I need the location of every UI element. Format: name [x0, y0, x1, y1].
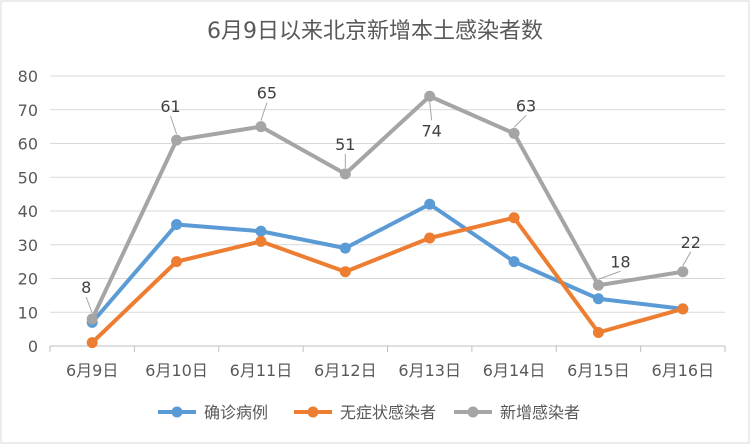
y-tick-label: 40 [18, 202, 38, 221]
data-point [255, 121, 267, 133]
x-tick-label: 6月13日 [398, 361, 461, 380]
data-point [86, 313, 98, 325]
x-axis-ticks: 6月9日 6月10日 6月11日 6月12日 6月13日 6月14日 6月15日 6月16日 [49, 346, 726, 380]
data-label: 18 [610, 252, 630, 271]
data-point [508, 256, 520, 268]
data-point [255, 235, 267, 247]
legend-swatch-marker [467, 406, 479, 418]
label-leader-line [682, 251, 692, 266]
legend: 确诊病例 无症状感染者 新增感染者 [158, 403, 580, 422]
series-3 [86, 90, 689, 325]
data-point [424, 232, 436, 244]
x-tick-label: 6月15日 [567, 361, 630, 380]
y-tick-label: 20 [18, 270, 38, 289]
data-label: 8 [81, 278, 91, 297]
legend-label: 确诊病例 [204, 403, 268, 422]
y-tick-label: 80 [18, 67, 38, 86]
data-point [339, 242, 351, 254]
data-point [424, 198, 436, 210]
y-tick-label: 0 [28, 337, 38, 356]
legend-swatch-marker [171, 406, 183, 418]
data-point [592, 279, 604, 291]
label-leader-line [170, 115, 178, 135]
data-label: 61 [160, 97, 180, 116]
x-tick-label: 6月16日 [652, 361, 715, 380]
data-point [171, 219, 183, 230]
series-layer [86, 90, 689, 349]
y-tick-label: 50 [18, 168, 38, 187]
y-tick-label: 10 [18, 303, 38, 322]
data-label: 22 [681, 233, 701, 252]
watermark: 知乎 @声智健康 [613, 405, 730, 424]
data-label: 63 [516, 96, 536, 115]
y-tick-label: 70 [18, 101, 38, 120]
data-point [171, 134, 183, 146]
label-leader-line [260, 102, 268, 121]
data-point [255, 225, 267, 237]
y-tick-label: 60 [18, 135, 38, 154]
legend-entry: 无症状感染者 [294, 403, 436, 422]
x-tick-label: 6月10日 [145, 361, 208, 380]
legend-entry: 确诊病例 [158, 403, 268, 422]
data-labels: 8 61 65 51 74 63 18 22 [81, 84, 701, 314]
label-leader-line [429, 102, 433, 121]
data-point [677, 303, 689, 315]
gridlines [50, 75, 725, 347]
data-point [508, 212, 520, 224]
y-axis-ticks: 0 10 20 30 40 50 60 70 80 [18, 67, 38, 356]
x-tick-label: 6月14日 [483, 361, 546, 380]
series-line [90, 94, 685, 321]
data-label: 65 [257, 84, 277, 103]
x-tick-label: 6月9日 [66, 361, 118, 380]
series-line [90, 202, 685, 325]
label-leader-line [598, 270, 621, 280]
data-point [592, 293, 604, 305]
legend-swatch-marker [307, 406, 319, 418]
data-point [592, 327, 604, 338]
data-point [339, 168, 351, 180]
label-leader-line [513, 115, 527, 128]
series-line [90, 215, 685, 345]
data-point [86, 337, 98, 349]
data-point [424, 90, 436, 102]
y-tick-label: 30 [18, 236, 38, 255]
data-point [677, 266, 689, 278]
data-label: 51 [335, 135, 355, 154]
data-point [339, 266, 351, 278]
legend-label: 新增感染者 [500, 403, 580, 422]
chart-title: 6月9日以来北京新增本土感染者数 [207, 19, 543, 44]
data-point [508, 127, 520, 139]
legend-label: 无症状感染者 [340, 403, 436, 422]
label-leader-line [85, 296, 93, 314]
x-tick-label: 6月12日 [314, 361, 377, 380]
data-label: 74 [422, 121, 442, 140]
x-tick-label: 6月11日 [230, 361, 293, 380]
data-point [171, 256, 183, 268]
series-2 [86, 212, 689, 349]
legend-entry: 新增感染者 [454, 403, 580, 422]
